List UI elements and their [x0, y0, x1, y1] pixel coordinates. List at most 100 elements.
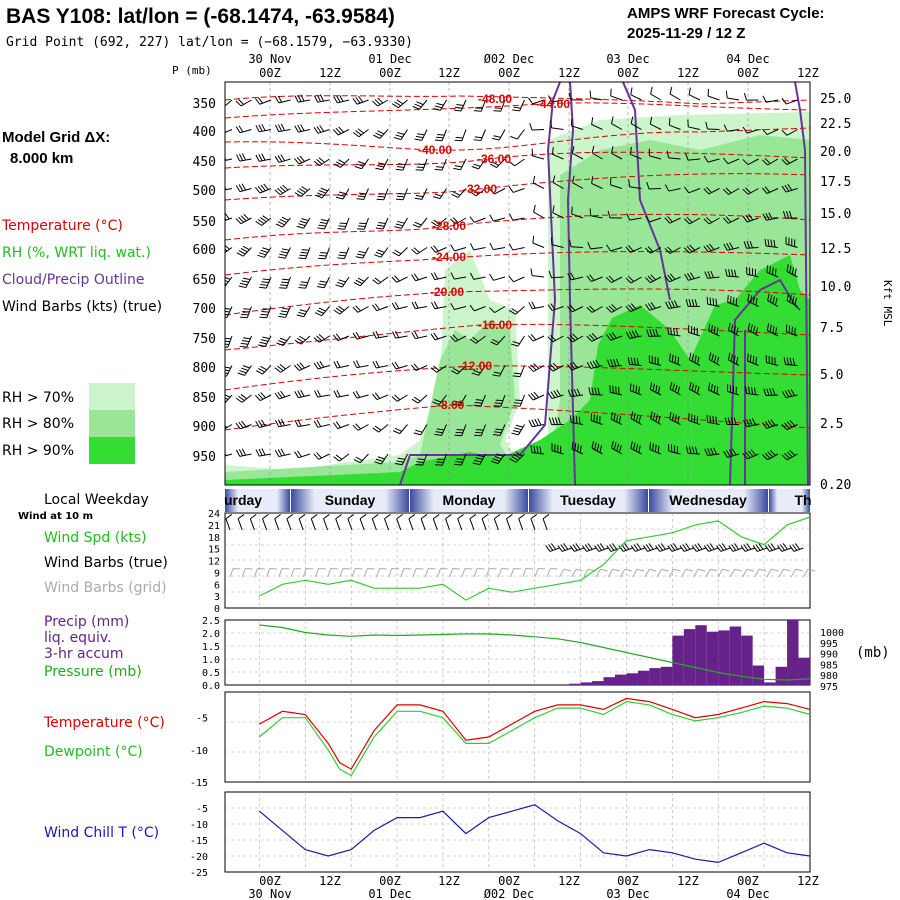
top-hour-label: 12Z: [438, 66, 460, 80]
bottom-hour-label: 00Z: [737, 874, 759, 888]
wind-barb: [606, 244, 623, 252]
wind-barb: [373, 247, 389, 258]
wind-barb: [547, 303, 564, 312]
axis-tick-label: 15: [208, 545, 220, 556]
precip-ticks: 2.5 2.0 1.5 1.0 0.5 0.0: [202, 616, 220, 692]
wind-barb: [392, 247, 408, 257]
pressure-unit: (mb): [856, 645, 890, 661]
wind-barb: [376, 188, 389, 201]
wind-barb: [432, 188, 447, 200]
wind-barb-true: [518, 514, 525, 531]
pressure-tick-label: 975: [820, 682, 838, 693]
bottom-hour-label: 00Z: [498, 874, 520, 888]
precip-bar: [592, 681, 604, 685]
wind-barb: [374, 453, 389, 465]
wind-barb-grid: [473, 568, 485, 578]
axis-tick-label: 3: [214, 592, 220, 603]
wind-barb: [450, 244, 467, 252]
wind-barb-grid: [241, 568, 253, 578]
wind-barb-grid: [278, 568, 290, 578]
wind-barb: [371, 392, 389, 401]
wind-barb: [353, 276, 369, 287]
wind-barb: [453, 99, 467, 112]
contour-label: -32.00: [463, 182, 497, 196]
wind-chill-line: [259, 804, 811, 864]
cross-section-panel: -48.00 -44.00 -40.00 -36.00 -32.00 -28.0…: [193, 81, 894, 493]
forecast-cycle-label: AMPS WRF Forecast Cycle:: [627, 5, 825, 22]
wind-barb: [235, 420, 252, 430]
wind-barb-true: [408, 514, 416, 531]
wind-barb-true: [469, 514, 477, 531]
wind-barb: [394, 453, 408, 466]
wind-barb: [610, 146, 623, 160]
wind-barb: [707, 88, 720, 101]
wind-barb: [294, 389, 311, 399]
wind-barb: [391, 275, 408, 283]
wind-barb: [625, 276, 642, 284]
wind-barb-true: [691, 543, 706, 552]
top-day-label: 01 Dec: [368, 52, 411, 66]
axis-tick-label: 12: [208, 557, 220, 568]
wind-barb: [414, 188, 428, 200]
wind-barb: [664, 246, 681, 254]
temperature-ticks: -5 -10 -15: [190, 714, 208, 789]
axis-tick-label: 1.5: [202, 642, 220, 653]
wind-barb: [274, 95, 291, 104]
wind-barb-grid: [778, 568, 791, 578]
wind-barb-grid: [229, 568, 241, 578]
wind-barb: [530, 268, 545, 278]
legend-cloud: Cloud/Precip Outline: [2, 272, 145, 288]
wind-barb: [333, 305, 350, 315]
wind-barb: [237, 365, 252, 376]
wind-barb: [781, 420, 798, 431]
wind-barb: [568, 92, 584, 101]
bottom-hour-label: 12Z: [558, 874, 580, 888]
precip-bar: [683, 629, 696, 685]
wind-barb-true: [310, 514, 318, 531]
wind-barb: [645, 215, 662, 223]
wind-barb: [471, 365, 486, 376]
wind-barb: [333, 158, 350, 168]
wind-barb-true: [506, 514, 513, 531]
wind-barb-grid: [436, 568, 448, 578]
wind-barb: [722, 216, 740, 224]
wind-barb: [532, 235, 545, 248]
wind-barb: [332, 333, 350, 342]
wind-barb: [723, 242, 740, 251]
wind-barb: [274, 448, 291, 458]
wind-barb-true: [384, 514, 391, 531]
wind-barb-grid: [619, 568, 633, 578]
wind-barb: [567, 333, 584, 343]
bottom-hour-label: 00Z: [259, 874, 281, 888]
wind-barb: [646, 181, 662, 190]
legend-dewpoint: Dewpoint (°C): [44, 744, 143, 760]
wind-barb: [605, 275, 623, 284]
bottom-day-label: 04 Dec: [726, 887, 769, 900]
wind-barb-true: [630, 543, 645, 552]
wind-barb: [492, 129, 506, 141]
wind-barb-grid: [790, 568, 803, 578]
pressure-line: [259, 624, 811, 681]
wind-barb: [782, 210, 798, 219]
wind-barb: [743, 240, 759, 249]
wind-barb: [512, 365, 525, 378]
wind-barb: [761, 186, 779, 194]
legend-rh-70: RH > 70%: [2, 390, 74, 406]
wind-barb: [548, 417, 564, 426]
precip-bar: [603, 677, 615, 685]
wind-barb: [588, 387, 603, 396]
bottom-day-label: 03 Dec: [606, 887, 649, 900]
wind-barb: [315, 187, 330, 199]
weekday-heading: Local Weekday: [44, 492, 149, 508]
wind-barb: [589, 90, 603, 101]
wind-barb: [704, 447, 720, 456]
wind-barb: [435, 453, 447, 466]
wind-barb: [685, 299, 701, 307]
wind-barb: [293, 155, 311, 165]
wind-barb: [255, 365, 272, 375]
wind-barb: [550, 120, 564, 130]
wind-barb: [606, 331, 623, 341]
axis-tick-label: 0.0: [202, 681, 220, 692]
wind-chill-tick-label: -20: [190, 852, 208, 863]
